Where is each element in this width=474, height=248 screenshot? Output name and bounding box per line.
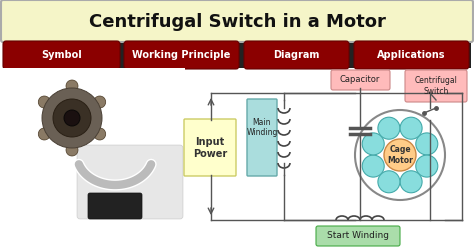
Circle shape — [400, 171, 422, 193]
Circle shape — [416, 133, 438, 155]
Text: Start Winding: Start Winding — [327, 231, 389, 241]
FancyBboxPatch shape — [331, 70, 390, 90]
Circle shape — [400, 117, 422, 139]
Circle shape — [362, 133, 384, 155]
Text: Symbol: Symbol — [41, 51, 82, 61]
FancyBboxPatch shape — [3, 43, 471, 68]
Circle shape — [53, 99, 91, 137]
Text: Centrifugal
Switch: Centrifugal Switch — [415, 76, 457, 96]
FancyBboxPatch shape — [1, 0, 473, 42]
FancyBboxPatch shape — [124, 41, 239, 69]
FancyBboxPatch shape — [88, 193, 142, 219]
Circle shape — [42, 88, 102, 148]
Circle shape — [378, 117, 400, 139]
FancyBboxPatch shape — [405, 70, 467, 102]
Text: Working Principle: Working Principle — [132, 51, 231, 61]
Text: Applications: Applications — [377, 51, 446, 61]
Text: Main
Winding: Main Winding — [246, 118, 278, 137]
Circle shape — [416, 155, 438, 177]
Text: Input
Power: Input Power — [193, 137, 227, 159]
Circle shape — [362, 155, 384, 177]
FancyBboxPatch shape — [0, 68, 185, 248]
FancyBboxPatch shape — [77, 145, 183, 219]
Circle shape — [94, 96, 106, 108]
Text: Capacitor: Capacitor — [340, 75, 380, 85]
FancyBboxPatch shape — [3, 41, 120, 69]
Circle shape — [94, 128, 106, 140]
Circle shape — [38, 128, 50, 140]
Text: Cage
Motor: Cage Motor — [387, 145, 413, 165]
Circle shape — [64, 110, 80, 126]
Circle shape — [355, 110, 445, 200]
FancyBboxPatch shape — [247, 99, 277, 176]
Text: Diagram: Diagram — [273, 51, 319, 61]
Circle shape — [66, 144, 78, 156]
Text: Centrifugal Switch in a Motor: Centrifugal Switch in a Motor — [89, 13, 385, 31]
FancyBboxPatch shape — [354, 41, 469, 69]
Circle shape — [38, 96, 50, 108]
Circle shape — [66, 80, 78, 92]
FancyBboxPatch shape — [316, 226, 400, 246]
FancyBboxPatch shape — [244, 41, 349, 69]
Circle shape — [384, 139, 416, 171]
Circle shape — [378, 171, 400, 193]
FancyBboxPatch shape — [184, 119, 236, 176]
